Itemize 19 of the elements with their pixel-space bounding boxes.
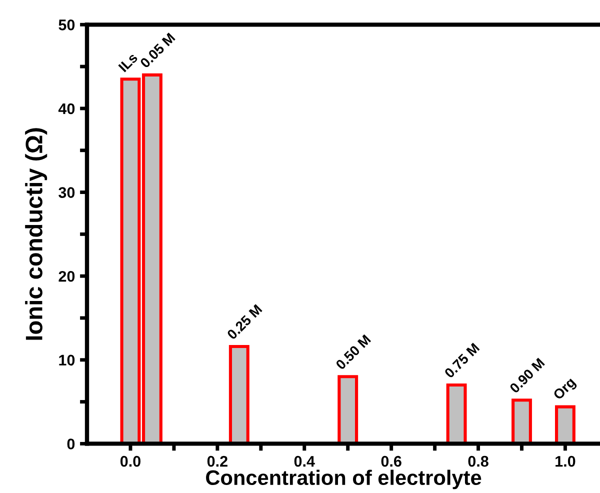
y-tick-label: 50: [58, 20, 75, 30]
y-tick-label: 40: [58, 103, 75, 114]
x-tick-label: 0.2: [207, 456, 228, 467]
annotation: 0.50 M: [335, 334, 372, 370]
y-tick-label: 30: [58, 187, 75, 198]
x-axis-title: Concentration of electrolyte: [206, 470, 482, 490]
x-tick-label: 1.0: [556, 456, 576, 467]
x-tick-label: 0.8: [468, 456, 488, 467]
annotation: ILs: [118, 52, 138, 72]
y-tick-label: 10: [59, 354, 75, 366]
y-tick-label: 0: [67, 438, 75, 450]
x-tick-label: 0.4: [294, 456, 315, 467]
annotation: Org: [552, 376, 578, 402]
y-tick-label: 20: [58, 270, 75, 282]
annotation: 0.90 M: [509, 358, 546, 394]
annotation: 0.05 M: [140, 32, 176, 68]
x-tick-label: 0.6: [381, 456, 402, 467]
x-tick-label: 0.0: [120, 456, 140, 467]
y-axis-title: Ionic conductiy (Ω): [25, 128, 48, 340]
